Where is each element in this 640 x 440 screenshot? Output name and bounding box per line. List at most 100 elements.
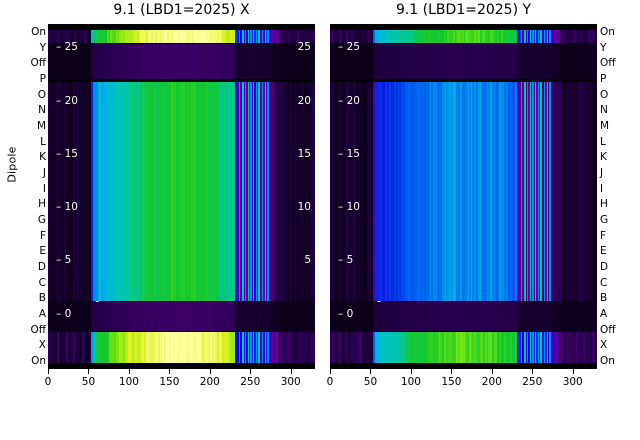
heatmap-column [337, 301, 340, 331]
heatmap-column [307, 331, 310, 363]
heatmap-column [274, 30, 277, 44]
heatmap-column [56, 301, 59, 331]
heatmap-column [488, 81, 491, 301]
heatmap-column [124, 81, 127, 301]
heatmap-column [490, 44, 493, 80]
heatmap-column [151, 301, 154, 331]
heatmap-column [447, 81, 450, 301]
heatmap-column [227, 44, 230, 80]
heatmap-column [313, 30, 315, 44]
heatmap-column [335, 81, 338, 301]
heatmap-column [351, 81, 354, 301]
dipole-axis-label: F [600, 229, 607, 242]
heatmap-column [554, 81, 557, 301]
heatmap-column [135, 301, 138, 331]
heatmap-column [342, 331, 345, 363]
heatmap-column [92, 301, 95, 331]
heatmap-column [563, 331, 566, 363]
heatmap-band [330, 301, 597, 331]
heatmap-column [554, 30, 557, 44]
heatmap-column [395, 301, 398, 331]
heatmap-column [577, 81, 580, 301]
heatmap-column [172, 331, 175, 363]
heatmap-streak [532, 331, 534, 363]
heatmap-column [112, 44, 115, 80]
heatmap-streak [255, 81, 258, 301]
panel-x: 9.1 (LBD1=2025) X – 25– 20– 15– 10– 5– 0… [45, 2, 315, 405]
heatmap-column [506, 81, 509, 301]
panel-x-plot-area[interactable]: – 25– 20– 15– 10– 5– 0 25 20 15 10 5 [48, 24, 315, 369]
heatmap-column [426, 331, 429, 363]
heatmap-column [222, 30, 225, 44]
dipole-axis-label: M [600, 120, 610, 132]
heatmap-column [204, 81, 207, 301]
heatmap-column [438, 44, 441, 80]
heatmap-column [532, 331, 535, 363]
heatmap-column [218, 44, 221, 80]
heatmap-column [58, 301, 61, 331]
heatmap-column [119, 331, 122, 363]
heatmap-column [454, 81, 457, 301]
heatmap-column [81, 30, 84, 44]
heatmap-column [491, 44, 495, 80]
heatmap-column [508, 44, 511, 80]
heatmap-column [470, 44, 473, 80]
heatmap-column [536, 301, 539, 331]
heatmap-column [256, 44, 259, 80]
heatmap-column [193, 30, 197, 44]
heatmap-streak [258, 30, 260, 44]
heatmap-column [438, 81, 441, 301]
heatmap-column [53, 301, 56, 331]
heatmap-column [145, 81, 148, 301]
heatmap-column [160, 44, 163, 80]
heatmap-column [424, 301, 427, 331]
heatmap-column [104, 44, 108, 80]
heatmap-column [88, 301, 92, 331]
heatmap-column [342, 30, 345, 44]
heatmap-column [367, 301, 370, 331]
heatmap-column [85, 30, 88, 44]
heatmap-column [438, 30, 441, 44]
heatmap-column [304, 30, 307, 44]
heatmap-column [595, 301, 597, 331]
heatmap-streak [526, 331, 529, 363]
heatmap-column [559, 301, 562, 331]
heatmap-column [386, 30, 390, 44]
heatmap-column [158, 301, 161, 331]
heatmap-column [218, 331, 221, 363]
heatmap-column [165, 301, 168, 331]
heatmap-column [158, 44, 161, 80]
heatmap-column [331, 30, 334, 44]
heatmap-column [90, 331, 93, 363]
heatmap-column [304, 44, 307, 80]
panel-y-plot-area[interactable]: – 25– 20– 15– 10– 5– 0 [330, 24, 597, 369]
heatmap-column [580, 44, 584, 80]
heatmap-column [167, 301, 170, 331]
heatmap-column [286, 301, 289, 331]
heatmap-column [463, 44, 466, 80]
heatmap-column [128, 331, 131, 363]
heatmap-column [431, 301, 434, 331]
heatmap-column [369, 301, 372, 331]
heatmap-column [215, 301, 218, 331]
heatmap-column [483, 301, 486, 331]
heatmap-column [224, 44, 227, 80]
heatmap-column [80, 301, 83, 331]
heatmap-column [467, 81, 470, 301]
heatmap-column [440, 301, 443, 331]
heatmap-column [163, 331, 166, 363]
inner-tick-label: – 15 [56, 147, 78, 160]
heatmap-column [459, 331, 463, 363]
heatmap-column [402, 301, 406, 331]
dipole-axis-label: On [31, 26, 46, 38]
heatmap-column [281, 81, 284, 301]
heatmap-column [306, 331, 309, 363]
heatmap-column [53, 30, 56, 44]
heatmap-column [156, 44, 159, 80]
heatmap-column [153, 81, 156, 301]
heatmap-column [330, 301, 333, 331]
heatmap-column [504, 81, 507, 301]
heatmap-column [96, 331, 99, 363]
heatmap-column [104, 30, 108, 44]
heatmap-column [254, 301, 257, 331]
